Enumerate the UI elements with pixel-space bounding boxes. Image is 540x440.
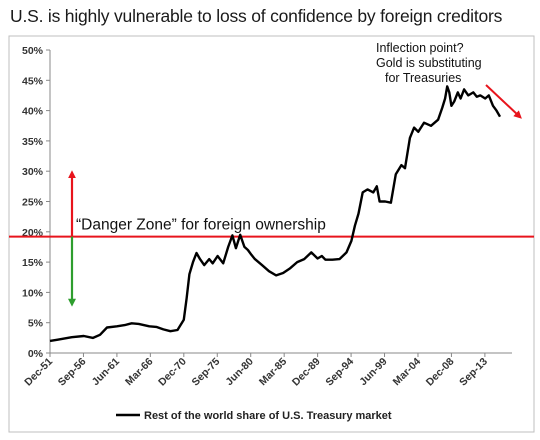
x-tick-label: Sep-13 — [457, 356, 490, 389]
x-tick-label: Sep-75 — [190, 356, 223, 389]
danger-zone-label: “Danger Zone” for foreign ownership — [76, 217, 326, 234]
x-tick-label: Mar-66 — [123, 356, 156, 389]
y-tick-label: 25% — [22, 197, 44, 209]
x-tick-label: Dec-70 — [156, 356, 189, 389]
y-tick-label: 10% — [22, 287, 44, 299]
x-tick-label: Sep-56 — [56, 356, 89, 389]
inflection-note-line-3: for Treasuries — [385, 71, 461, 85]
y-tick-label: 0% — [28, 348, 44, 360]
y-tick-label: 35% — [22, 136, 44, 148]
y-axis-ticks: 0%5%10%15%20%25%30%35%40%45%50% — [22, 45, 50, 360]
y-tick-label: 40% — [22, 106, 44, 118]
x-tick-label: Mar-04 — [391, 356, 424, 389]
y-tick-label: 45% — [22, 75, 44, 87]
x-tick-label: Sep-94 — [323, 356, 356, 389]
x-tick-label: Jun-80 — [223, 356, 256, 389]
y-tick-label: 30% — [22, 166, 44, 178]
trend-down-arrow — [485, 84, 522, 119]
y-tick-label: 15% — [22, 257, 44, 269]
legend-label: Rest of the world share of U.S. Treasury… — [144, 410, 392, 422]
x-tick-label: Dec-51 — [22, 356, 55, 389]
chart-frame — [8, 35, 535, 433]
y-tick-label: 50% — [22, 45, 44, 57]
x-axis-ticks: Dec-51 Sep-56 Jun-61 Mar-66 Dec-70 Sep-75 Jun-… — [22, 353, 490, 388]
chart-title: U.S. is highly vulnerable to loss of con… — [10, 6, 503, 26]
x-tick-label: Mar-85 — [257, 356, 290, 389]
inflection-note-line-1: Inflection point? — [376, 41, 464, 55]
x-tick-label: Dec-08 — [424, 356, 457, 389]
x-tick-label: Jun-61 — [90, 356, 123, 389]
inflection-note-line-2: Gold is substituting — [376, 56, 482, 70]
x-tick-label: Dec-89 — [290, 356, 323, 389]
y-tick-label: 5% — [28, 318, 44, 330]
x-tick-label: Jun-99 — [357, 356, 390, 389]
axes — [49, 50, 512, 354]
series-line-treasury-share — [49, 85, 502, 343]
